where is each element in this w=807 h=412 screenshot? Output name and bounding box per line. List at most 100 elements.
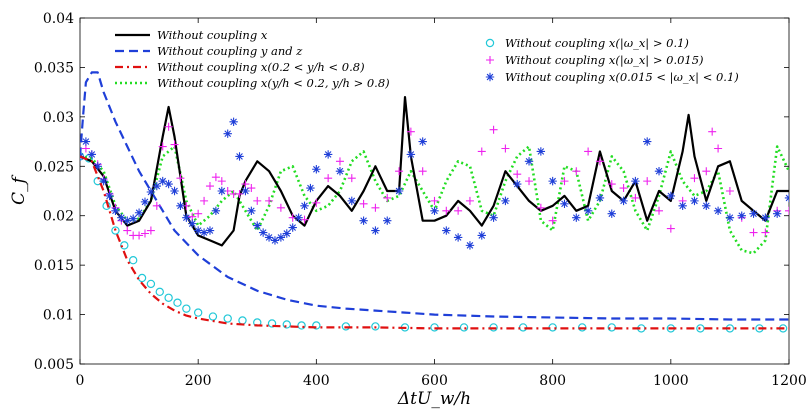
- data-point: [81, 144, 90, 153]
- data-point: [164, 293, 173, 302]
- data-point: [465, 241, 475, 250]
- data-point: [282, 320, 291, 329]
- data-point: [749, 209, 758, 218]
- data-point: [312, 198, 321, 207]
- data-point: [560, 199, 569, 209]
- data-point: [548, 216, 557, 225]
- data-point: [247, 184, 256, 193]
- data-point: [371, 322, 380, 331]
- data-point: [714, 144, 723, 153]
- data-point: [383, 216, 392, 225]
- data-point: [619, 184, 628, 193]
- data-point: [442, 226, 451, 235]
- series-5: [80, 152, 788, 333]
- data-point: [784, 193, 789, 203]
- data-point: [465, 196, 474, 205]
- data-point: [111, 226, 120, 235]
- data-point: [117, 213, 126, 222]
- x-tick-label: 200: [185, 373, 212, 389]
- series-3: [80, 155, 789, 330]
- y-tick-label: 0.04: [43, 11, 74, 27]
- data-point: [265, 196, 274, 205]
- data-point: [725, 213, 735, 222]
- data-point: [696, 324, 705, 333]
- data-point: [300, 215, 309, 224]
- data-point: [182, 304, 191, 313]
- data-point: [294, 213, 303, 222]
- data-point: [572, 213, 581, 222]
- data-point: [241, 186, 250, 196]
- data-point: [176, 201, 185, 211]
- data-point: [253, 221, 262, 230]
- data-point: [525, 177, 534, 186]
- legend-swatch: [485, 38, 495, 48]
- data-point: [524, 157, 534, 166]
- data-point: [418, 137, 427, 146]
- legend-label: Without coupling x(0.015 < |ω_x| < 0.1): [505, 70, 739, 85]
- data-point: [643, 137, 652, 146]
- data-point: [81, 137, 91, 146]
- data-point: [164, 122, 173, 131]
- y-axis-label: C_f: [9, 174, 29, 205]
- data-point: [501, 196, 510, 206]
- data-point: [170, 140, 179, 149]
- axes: 0 200 400 600 800 1000 1200 0.005 0.01 0.015 0.02 0…: [34, 11, 807, 389]
- data-point: [199, 228, 209, 237]
- data-point: [347, 196, 356, 206]
- series-line: [80, 71, 789, 321]
- data-point: [128, 256, 138, 265]
- data-point: [120, 241, 129, 250]
- data-point: [442, 206, 451, 215]
- data-point: [300, 201, 309, 211]
- data-point: [761, 213, 770, 222]
- data-point: [459, 323, 469, 332]
- data-point: [477, 231, 486, 240]
- data-point: [631, 176, 640, 186]
- data-point: [654, 167, 664, 176]
- data-point: [223, 129, 232, 138]
- data-point: [235, 189, 244, 198]
- data-point: [155, 287, 164, 297]
- data-point: [359, 216, 368, 225]
- x-axis-label: ΔtU_w/h: [397, 389, 471, 409]
- legend-label: Without coupling x(|ω_x| > 0.1): [505, 36, 689, 51]
- data-point: [200, 196, 209, 205]
- data-point: [170, 186, 179, 196]
- data-point: [264, 233, 274, 242]
- data-point: [137, 273, 147, 283]
- data-point: [241, 180, 250, 189]
- data-point: [193, 226, 203, 235]
- data-point: [572, 167, 581, 176]
- data-point: [135, 231, 144, 240]
- data-point: [306, 183, 315, 193]
- data-point: [193, 308, 203, 317]
- data-point: [276, 233, 286, 242]
- data-point: [208, 312, 218, 321]
- series-2: [80, 71, 789, 321]
- data-point: [655, 206, 664, 215]
- series-1: [80, 96, 789, 247]
- data-point: [258, 228, 268, 237]
- data-point: [217, 186, 226, 196]
- axis-labels: ΔtU_w/h C_f: [9, 174, 471, 409]
- data-point: [164, 179, 173, 189]
- y-tick-label: 0.005: [34, 357, 74, 373]
- data-point: [708, 127, 717, 136]
- data-point: [678, 201, 687, 211]
- y-tick-label: 0.02: [43, 209, 74, 225]
- y-tick-label: 0.025: [34, 159, 74, 175]
- data-point: [158, 176, 167, 186]
- series-7: [80, 117, 789, 250]
- data-point: [235, 152, 244, 161]
- data-point: [725, 187, 734, 195]
- data-point: [595, 157, 604, 166]
- data-point: [702, 201, 711, 211]
- data-point: [182, 213, 191, 222]
- legend-label: Without coupling y and z: [157, 44, 303, 58]
- legend-swatch: [485, 72, 495, 82]
- data-point: [128, 214, 138, 223]
- data-point: [247, 206, 256, 215]
- data-point: [229, 117, 238, 126]
- data-point: [583, 206, 593, 215]
- data-point: [140, 229, 149, 238]
